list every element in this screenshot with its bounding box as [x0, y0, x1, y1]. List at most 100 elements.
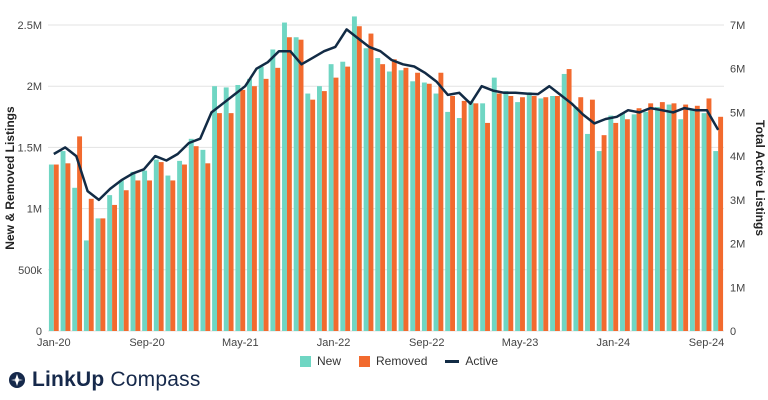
bar-removed [391, 59, 397, 331]
right-tick-label: 6M [730, 64, 745, 76]
bar-new [550, 95, 555, 331]
bar-removed [683, 104, 689, 331]
bar-removed [496, 93, 502, 331]
bar-new [608, 115, 614, 332]
bar-removed [217, 113, 222, 332]
bar-removed [648, 103, 654, 331]
legend: New Removed Active [300, 354, 498, 368]
bar-new [293, 37, 299, 332]
bar-removed [706, 98, 712, 331]
bar-new [515, 102, 521, 331]
bar-removed [228, 113, 234, 332]
left-axis-ticks: 0 500k 1M 1.5M 2M 2.5M [18, 20, 43, 338]
bar-new [130, 171, 136, 331]
bar-removed [310, 99, 316, 331]
bar-new [212, 86, 217, 331]
bar-removed [251, 86, 257, 331]
bar-new [620, 113, 625, 332]
bar-new [689, 109, 695, 332]
bar-new [165, 175, 171, 331]
right-tick-label: 4M [730, 151, 745, 163]
legend-item-new[interactable]: New [300, 354, 341, 368]
x-tick-label: Jan-20 [37, 337, 71, 349]
bar-new [188, 138, 194, 331]
bar-removed [205, 163, 211, 331]
bar-new [526, 92, 532, 331]
bar-removed [100, 218, 106, 331]
bar-removed [263, 78, 269, 331]
x-tick-label: Sep-20 [129, 337, 164, 349]
right-tick-label: 2M [730, 239, 745, 251]
bar-new [503, 91, 509, 331]
bar-new [83, 240, 89, 331]
bar-removed [461, 100, 467, 331]
bar-removed [426, 83, 432, 331]
series-new-bars [48, 16, 719, 332]
bar-new [585, 133, 590, 331]
bar-new [223, 87, 229, 331]
bar-removed [671, 103, 677, 331]
linkup-compass-logo: LinkUp Compass [8, 368, 201, 392]
right-tick-label: 3M [730, 195, 745, 207]
bar-new [340, 61, 346, 331]
legend-item-active[interactable]: Active [445, 354, 498, 368]
bar-removed [286, 37, 292, 332]
bar-new [305, 93, 311, 331]
bar-removed [345, 66, 351, 331]
legend-swatch-active [445, 359, 460, 363]
bar-new [596, 151, 602, 331]
bar-new [351, 16, 357, 331]
legend-item-removed[interactable]: Removed [359, 354, 427, 368]
right-axis-ticks: 0 1M 2M 3M 4M 5M 6M 7M [730, 20, 745, 338]
bar-new [655, 107, 660, 332]
bar-removed [589, 99, 595, 331]
x-tick-label: May-23 [502, 337, 539, 349]
bar-new [386, 71, 392, 332]
bar-new [538, 98, 544, 331]
bar-new [643, 111, 649, 332]
bar-new [60, 151, 66, 331]
bar-removed [123, 190, 129, 331]
legend-label-active: Active [465, 354, 499, 368]
bar-new [713, 151, 719, 331]
bar-removed [193, 146, 199, 331]
bar-removed [415, 72, 421, 332]
bar-new [72, 187, 78, 331]
bar-removed [438, 72, 444, 332]
bar-removed [520, 97, 525, 331]
bar-new [410, 81, 416, 331]
bar-removed [485, 122, 490, 331]
bar-removed [543, 97, 549, 331]
bar-removed [147, 180, 152, 331]
bar-removed [88, 198, 94, 331]
bar-new [48, 164, 54, 331]
x-axis-ticks: Jan-20 Sep-20 May-21 Jan-22 Sep-22 May-23 Jan-… [37, 337, 724, 349]
bar-removed [601, 135, 607, 331]
right-tick-label: 1M [730, 282, 745, 294]
x-tick-label: May-21 [222, 337, 259, 349]
bar-new [95, 218, 101, 331]
bar-new [153, 159, 159, 331]
bar-new [701, 113, 707, 332]
bar-new [270, 49, 276, 331]
bar-new [433, 93, 439, 331]
x-tick-label: Jan-22 [317, 337, 351, 349]
bar-new [142, 170, 148, 331]
bar-new [631, 114, 637, 332]
bar-removed [158, 162, 164, 331]
left-tick-label: 1M [27, 204, 42, 216]
bar-new [235, 84, 241, 331]
bar-new [317, 86, 322, 331]
bar-new [375, 58, 381, 331]
x-tick-label: Jan-24 [596, 337, 630, 349]
bar-removed [275, 67, 281, 331]
bar-removed [135, 180, 141, 331]
bar-removed [531, 95, 537, 331]
bar-removed [112, 204, 117, 331]
bar-removed [508, 95, 514, 331]
bar-removed [333, 77, 339, 331]
bar-removed [321, 91, 327, 331]
right-tick-label: 0 [730, 326, 736, 338]
logo-wordmark: LinkUp Compass [32, 368, 201, 391]
